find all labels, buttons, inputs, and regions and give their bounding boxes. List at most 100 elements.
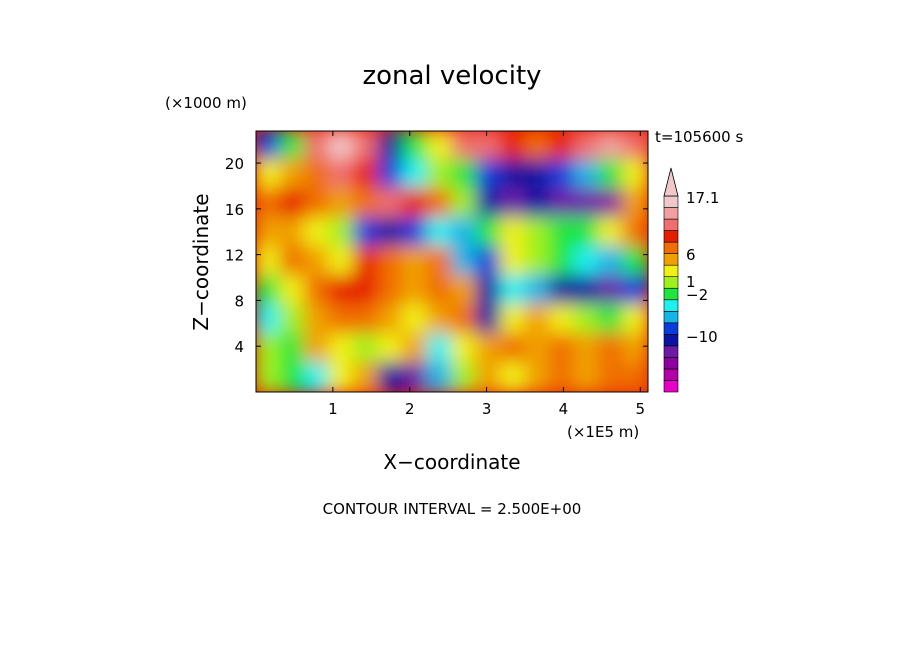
heatmap-cell <box>622 275 648 306</box>
x-tick-label: 2 <box>405 400 415 418</box>
heatmap-cell <box>279 275 306 306</box>
heatmap-cell <box>451 217 478 248</box>
y-tick-label: 16 <box>225 201 244 219</box>
colorbar-label: 6 <box>686 246 696 264</box>
heatmap-cell <box>279 362 306 392</box>
x-tick-label: 4 <box>559 400 569 418</box>
colorbar-swatch <box>663 218 679 231</box>
heatmap-cell <box>426 275 453 306</box>
heatmap-cell <box>304 188 331 219</box>
heatmap-cell <box>524 304 551 335</box>
heatmap-cell <box>451 131 478 161</box>
heatmap-cell <box>500 362 527 392</box>
heatmap-cell <box>598 217 625 248</box>
heatmap-cell <box>549 217 576 248</box>
heatmap-cell <box>353 333 380 364</box>
colorbar-label: 17.1 <box>686 189 719 207</box>
heatmap-cell <box>377 246 404 277</box>
x-tick-label: 1 <box>328 400 338 418</box>
heatmap-cell <box>622 159 648 190</box>
colorbar-label: 1 <box>686 273 696 291</box>
heatmap-cell <box>328 275 355 306</box>
heatmap-cell <box>598 246 625 277</box>
colorbar-arrow <box>663 167 679 197</box>
heatmap-cell <box>256 362 282 392</box>
heatmap-cell <box>328 246 355 277</box>
heatmap-cell <box>304 275 331 306</box>
colorbar-swatch <box>663 276 679 289</box>
colorbar-swatch <box>663 380 679 393</box>
heatmap-cell <box>402 131 429 161</box>
heatmap-cell <box>573 246 600 277</box>
heatmap-cell <box>279 188 306 219</box>
colorbar-swatch <box>663 195 679 208</box>
heatmap-cell <box>573 188 600 219</box>
heatmap-cell <box>353 275 380 306</box>
heatmap-cell <box>549 362 576 392</box>
heatmap-cell <box>598 159 625 190</box>
heatmap-cell <box>279 159 306 190</box>
heatmap-cell <box>500 304 527 335</box>
heatmap-cell <box>402 217 429 248</box>
heatmap-cell <box>598 131 625 161</box>
y-unit-label: (×1000 m) <box>165 94 247 112</box>
heatmap-cell <box>500 217 527 248</box>
heatmap-cell <box>475 333 502 364</box>
heatmap-cell <box>451 304 478 335</box>
heatmap-cell <box>549 275 576 306</box>
heatmap-cell <box>402 275 429 306</box>
heatmap-cell <box>377 188 404 219</box>
heatmap-cell <box>573 131 600 161</box>
heatmap-cell <box>549 188 576 219</box>
heatmap-cell <box>426 333 453 364</box>
heatmap-cell <box>279 304 306 335</box>
heatmap-cell <box>256 304 282 335</box>
x-tick-label: 5 <box>636 400 646 418</box>
heatmap-cell <box>304 217 331 248</box>
heatmap-cell <box>426 304 453 335</box>
colorbar-swatch <box>663 310 679 324</box>
heatmap-cell <box>500 275 527 306</box>
heatmap-cell <box>549 246 576 277</box>
heatmap-cell <box>353 362 380 392</box>
heatmap-cell <box>500 131 527 161</box>
colorbar-swatch <box>663 241 679 254</box>
heatmap-cell <box>475 362 502 392</box>
heatmap-cell <box>622 131 648 161</box>
heatmap-cell <box>426 362 453 392</box>
contour-interval-label: CONTOUR INTERVAL = 2.500E+00 <box>323 500 582 518</box>
heatmap-cell <box>377 362 404 392</box>
heatmap-cell <box>573 275 600 306</box>
heatmap-cell <box>402 159 429 190</box>
heatmap-cell <box>304 246 331 277</box>
y-tick-label: 8 <box>234 292 244 310</box>
heatmap-cell <box>524 333 551 364</box>
heatmap-cell <box>622 246 648 277</box>
heatmap-cell <box>573 333 600 364</box>
heatmap-cell <box>451 362 478 392</box>
heatmap-cell <box>256 131 282 161</box>
heatmap-cell <box>549 304 576 335</box>
heatmap-cell <box>573 362 600 392</box>
heatmap-cell <box>402 246 429 277</box>
heatmap-cell <box>279 131 306 161</box>
heatmap-cell <box>451 333 478 364</box>
heatmap-cell <box>524 246 551 277</box>
colorbar-swatch <box>663 345 679 358</box>
heatmap-cell <box>377 217 404 248</box>
colorbar-swatch <box>663 264 679 278</box>
x-axis-title: X−coordinate <box>383 450 520 474</box>
heatmap-cell <box>524 131 551 161</box>
colorbar-swatch <box>663 253 679 266</box>
heatmap-cell <box>353 131 380 161</box>
heatmap-cell <box>402 362 429 392</box>
heatmap-cell <box>256 333 282 364</box>
heatmap-cell <box>256 246 282 277</box>
heatmap-cell <box>500 159 527 190</box>
heatmap-cell <box>475 188 502 219</box>
heatmap-cell <box>377 131 404 161</box>
heatmap-cell <box>451 188 478 219</box>
heatmap-cell <box>256 275 282 306</box>
colorbar-label: −2 <box>686 286 708 304</box>
heatmap-cell <box>549 159 576 190</box>
